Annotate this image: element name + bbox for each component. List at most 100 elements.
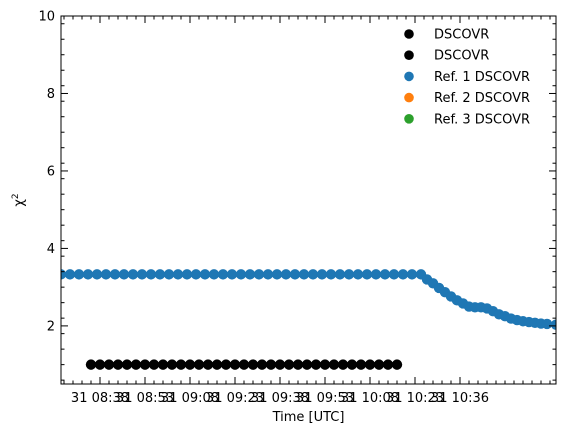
data-point-ref1-24 <box>271 269 283 280</box>
data-point-ref1-32 <box>343 269 355 280</box>
legend-marker-0 <box>404 29 414 39</box>
data-point-ref1-15 <box>190 269 202 280</box>
data-point-dscovr-15 <box>220 359 232 370</box>
legend-label-3: Ref. 2 DSCOVR <box>434 91 530 106</box>
y-axis-label-base: χ <box>12 199 27 207</box>
data-point-dscovr-7 <box>148 359 160 370</box>
x-axis-label: Time [UTC] <box>272 410 345 425</box>
data-point-ref1-62 <box>550 319 556 330</box>
data-point-dscovr-25 <box>310 359 322 370</box>
data-point-dscovr-21 <box>274 359 286 370</box>
legend-label-1: DSCOVR <box>434 49 489 64</box>
data-point-ref1-36 <box>379 269 391 280</box>
data-point-ref1-10 <box>145 269 157 280</box>
data-point-dscovr-34 <box>391 359 403 370</box>
data-point-ref1-14 <box>181 269 193 280</box>
legend-marker-2 <box>404 71 414 82</box>
data-point-ref1-20 <box>235 269 247 280</box>
legend-label-2: Ref. 1 DSCOVR <box>434 70 530 85</box>
data-point-ref1-34 <box>361 269 373 280</box>
data-point-dscovr-33 <box>382 359 394 370</box>
data-point-ref1-4 <box>91 269 103 280</box>
x-tick-label-0: 31 08:38 <box>71 391 129 406</box>
data-point-ref1-8 <box>127 269 139 280</box>
data-point-dscovr-9 <box>166 359 178 370</box>
data-point-ref1-38 <box>397 269 409 280</box>
data-point-dscovr-32 <box>373 359 385 370</box>
data-point-ref1-22 <box>253 269 265 280</box>
data-point-dscovr-24 <box>301 359 313 370</box>
data-point-ref1-61 <box>541 318 553 330</box>
data-point-dscovr-2 <box>103 359 115 370</box>
data-point-ref1-16 <box>199 269 211 280</box>
data-point-ref1-17 <box>208 269 220 280</box>
data-point-ref1-25 <box>280 269 292 280</box>
y-tick-label-4: 10 <box>38 10 55 25</box>
data-point-ref1-11 <box>154 269 166 280</box>
data-point-dscovr-23 <box>292 359 304 370</box>
data-point-ref1-3 <box>82 269 94 280</box>
data-point-dscovr-11 <box>184 359 196 370</box>
data-point-ref1-2 <box>73 269 85 280</box>
legend: DSCOVR DSCOVR Ref. 1 DSCOVR Ref. 2 DSCOVR Re… <box>404 28 530 127</box>
data-point-ref1-39 <box>406 269 418 280</box>
data-point-dscovr-13 <box>202 359 214 370</box>
data-point-ref1-23 <box>262 269 274 280</box>
legend-marker-4 <box>404 114 414 124</box>
data-point-dscovr-14 <box>211 359 223 370</box>
data-point-ref1-18 <box>217 269 229 280</box>
data-point-dscovr-30 <box>355 359 367 370</box>
data-point-ref1-19 <box>226 269 238 280</box>
x-tick-label-1: 31 08:53 <box>116 391 174 406</box>
data-point-dscovr-3 <box>112 359 124 370</box>
data-point-ref1-5 <box>100 269 112 280</box>
data-point-dscovr-10 <box>175 359 187 370</box>
data-point-dscovr-1 <box>94 359 106 370</box>
data-point-dscovr-28 <box>337 359 349 370</box>
plot-frame <box>60 15 557 385</box>
data-point-dscovr-22 <box>283 359 295 370</box>
data-point-ref1-30 <box>325 269 337 280</box>
x-tick-label-6: 31 10:08 <box>341 391 399 406</box>
y-tick-label-2: 6 <box>47 164 55 179</box>
data-point-dscovr-17 <box>238 359 250 370</box>
data-point-ref1-21 <box>244 269 256 280</box>
x-tick-label-4: 31 09:38 <box>251 391 309 406</box>
data-point-dscovr-12 <box>193 359 205 370</box>
data-point-dscovr-18 <box>247 359 259 370</box>
data-point-dscovr-29 <box>346 359 358 370</box>
y-tick-label-3: 8 <box>47 87 55 102</box>
x-tick-label-7: 31 10:23 <box>386 391 444 406</box>
y-tick-label-0: 2 <box>47 319 55 334</box>
data-point-ref1-1 <box>64 269 76 280</box>
data-point-ref1-27 <box>298 269 310 280</box>
legend-label-0: DSCOVR <box>434 28 489 43</box>
data-point-ref1-29 <box>316 269 328 280</box>
data-point-dscovr-6 <box>139 359 151 370</box>
x-tick-label-2: 31 09:08 <box>161 391 219 406</box>
data-point-ref1-13 <box>172 269 184 280</box>
legend-marker-3 <box>404 92 414 103</box>
data-point-dscovr-16 <box>229 359 241 370</box>
data-point-dscovr-0 <box>85 359 97 370</box>
x-tick-label-5: 31 09:53 <box>296 391 354 406</box>
y-axis-label-superscript: 2 <box>11 193 21 199</box>
data-point-dscovr-20 <box>265 359 277 370</box>
points-layer <box>61 269 556 370</box>
data-point-ref1-12 <box>163 269 175 280</box>
y-axis-label: χ2 <box>11 193 27 206</box>
y-tick-label-1: 4 <box>47 242 55 257</box>
data-point-dscovr-8 <box>157 359 169 370</box>
data-point-ref1-35 <box>370 269 382 280</box>
data-point-ref1-9 <box>136 269 148 280</box>
legend-label-4: Ref. 3 DSCOVR <box>434 112 530 127</box>
data-point-dscovr-27 <box>328 359 340 370</box>
data-point-ref1-37 <box>388 269 400 280</box>
data-point-ref1-6 <box>109 269 121 280</box>
data-point-ref1-26 <box>289 269 301 280</box>
data-point-ref1-33 <box>352 269 364 280</box>
data-point-ref1-31 <box>334 269 346 280</box>
